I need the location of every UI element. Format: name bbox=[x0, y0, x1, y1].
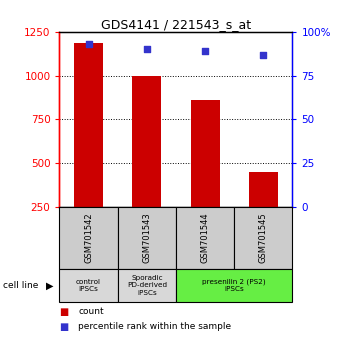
Bar bbox=[190, 100, 220, 207]
Text: Sporadic
PD-derived
iPSCs: Sporadic PD-derived iPSCs bbox=[127, 275, 167, 296]
Text: ■: ■ bbox=[59, 322, 69, 332]
Point bbox=[202, 48, 208, 54]
Point bbox=[260, 52, 266, 57]
Text: control
IPSCs: control IPSCs bbox=[76, 279, 101, 292]
Point bbox=[144, 47, 150, 52]
Text: GSM701545: GSM701545 bbox=[259, 213, 268, 263]
Text: ■: ■ bbox=[59, 307, 69, 317]
Bar bbox=[74, 43, 103, 207]
Point bbox=[86, 41, 91, 47]
Bar bbox=[249, 172, 278, 207]
Text: count: count bbox=[78, 307, 104, 316]
Text: GSM701543: GSM701543 bbox=[142, 213, 151, 263]
Text: presenilin 2 (PS2)
iPSCs: presenilin 2 (PS2) iPSCs bbox=[202, 278, 266, 292]
Text: cell line: cell line bbox=[3, 281, 39, 290]
Bar bbox=[132, 76, 161, 207]
Text: GSM701542: GSM701542 bbox=[84, 213, 93, 263]
Text: ▶: ▶ bbox=[46, 280, 53, 290]
Title: GDS4141 / 221543_s_at: GDS4141 / 221543_s_at bbox=[101, 18, 251, 31]
Text: GSM701544: GSM701544 bbox=[201, 213, 209, 263]
Text: percentile rank within the sample: percentile rank within the sample bbox=[78, 322, 231, 331]
